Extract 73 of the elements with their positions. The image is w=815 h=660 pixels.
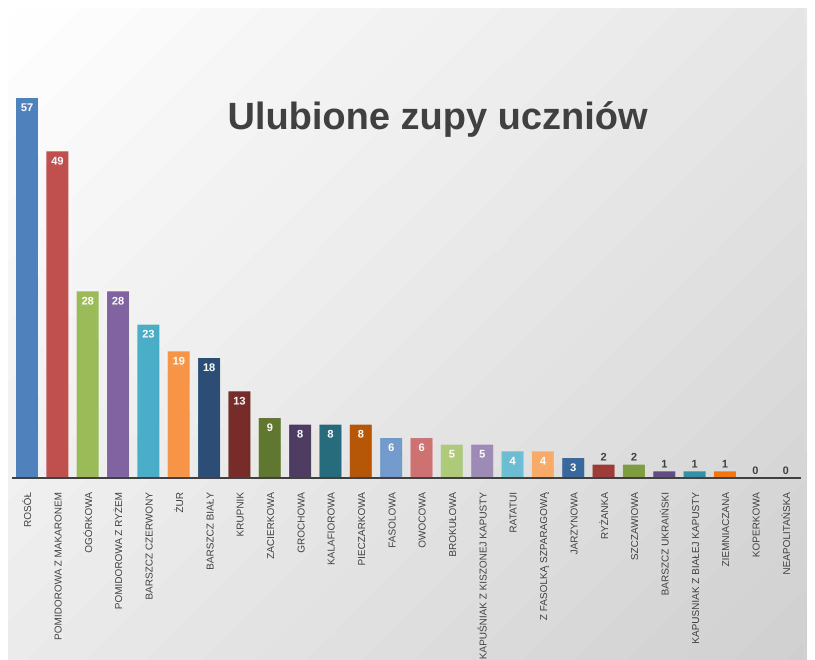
chart-title: Ulubione zupy uczniów — [227, 96, 648, 138]
data-label: 9 — [266, 422, 273, 434]
x-tick-label: Z FASOLKĄ SZPARAGOWĄ — [539, 492, 550, 620]
x-tick-label: SZCZAWIOWA — [630, 492, 642, 560]
x-tick-label: ROSÓŁ — [22, 492, 34, 528]
bar — [16, 98, 38, 478]
x-tick-label: KAPUSNIAK Z BIAŁEJ KAPUSTY — [690, 492, 702, 644]
bar — [319, 424, 342, 478]
data-label: 49 — [51, 155, 64, 168]
bar — [107, 291, 130, 478]
x-tick-label: KOPERKOWA — [751, 492, 762, 558]
data-label: 3 — [570, 462, 576, 474]
data-label: 1 — [661, 458, 668, 470]
x-tick-label: PIECZARKOWA — [356, 492, 368, 566]
bar — [440, 444, 463, 478]
bar — [228, 391, 250, 478]
x-tick-label: BARSZCZ CZERWONY — [144, 492, 156, 600]
bar — [46, 151, 68, 478]
x-tick-label: BARSZCZ UKRAIŃSKI — [659, 492, 672, 596]
data-label: 5 — [479, 448, 486, 461]
data-label: 6 — [388, 442, 394, 454]
bar — [592, 464, 615, 478]
x-tick-label: POMIDOROWA Z RYŻEM — [113, 492, 126, 610]
x-tick-label: JARZYNOWA — [569, 492, 580, 554]
x-tick-label: FASOLOWA — [387, 492, 398, 548]
data-label: 57 — [20, 102, 34, 114]
x-tick-label: BARSZCZ BIAŁY — [205, 492, 216, 570]
bar — [168, 351, 190, 478]
data-label: 28 — [82, 295, 94, 308]
x-tick-label: KAPUŚNIAK Z KISZONEJ KAPUSTY — [477, 492, 490, 660]
bar — [471, 444, 494, 478]
bar — [410, 438, 432, 478]
bar — [76, 291, 99, 478]
x-tick-label: RATATUI — [508, 492, 520, 533]
data-label: 4 — [540, 455, 547, 468]
bar — [502, 451, 524, 478]
bar — [258, 418, 281, 478]
data-label: 13 — [233, 395, 246, 408]
data-label: 2 — [630, 452, 637, 464]
x-tick-label: NEAPOLITAŃSKA — [780, 492, 793, 575]
x-tick-label: OWOCOWA — [418, 492, 429, 548]
bar — [137, 324, 160, 478]
data-label: 0 — [782, 465, 789, 477]
x-tick-label: ZACIERKOWA — [266, 492, 277, 559]
data-label: 8 — [358, 428, 364, 441]
data-label: 1 — [692, 458, 698, 470]
data-label: 6 — [418, 442, 425, 454]
bar — [380, 438, 402, 478]
x-tick-label: RYŻANKA — [598, 492, 611, 540]
data-label: 2 — [600, 452, 607, 464]
data-label: 8 — [297, 428, 304, 441]
bar — [532, 451, 554, 478]
x-tick-label: OGÓRKOWA — [82, 492, 95, 553]
data-label: 8 — [327, 428, 334, 441]
x-tick-label: GROCHOWA — [296, 492, 308, 553]
data-label: 28 — [112, 295, 124, 308]
data-label: 4 — [509, 455, 516, 468]
x-tick-label: KALAFIOROWA — [326, 492, 338, 565]
bar — [289, 424, 312, 478]
bar — [198, 358, 220, 478]
x-tick-label: POMIDOROWA Z MAKARONEM — [54, 492, 65, 640]
data-label: 18 — [202, 362, 216, 374]
x-tick-label: KRUPNIK — [236, 492, 247, 536]
bar — [622, 464, 645, 478]
x-tick-label: BROKUŁOWA — [448, 492, 460, 557]
data-label: 1 — [722, 458, 728, 470]
bar — [350, 424, 372, 478]
data-label: 19 — [172, 355, 185, 368]
data-label: 23 — [142, 328, 155, 341]
data-label: 5 — [448, 448, 455, 461]
x-tick-label: ŻUR — [174, 492, 186, 513]
x-tick-label: ZIEMNIACZANA — [721, 492, 732, 566]
data-label: 0 — [752, 465, 758, 477]
